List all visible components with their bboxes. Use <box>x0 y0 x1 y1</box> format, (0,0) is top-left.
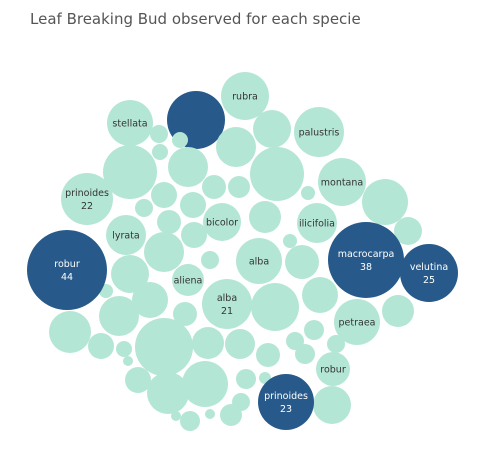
bubble[interactable] <box>171 411 181 421</box>
bubble-rubra[interactable] <box>221 72 269 120</box>
bubble-label: robur <box>320 365 346 376</box>
bubble-velutina[interactable] <box>400 244 458 302</box>
bubble[interactable] <box>301 186 315 200</box>
bubble-petraea[interactable] <box>334 299 380 345</box>
bubble[interactable] <box>111 255 149 293</box>
bubble[interactable] <box>135 318 193 376</box>
bubble[interactable] <box>123 356 133 366</box>
bubble[interactable] <box>181 222 207 248</box>
bubble-value: 22 <box>81 201 93 212</box>
bubble[interactable] <box>157 210 181 234</box>
bubble-value: 23 <box>280 404 292 415</box>
bubble[interactable] <box>88 333 114 359</box>
bubble-robur[interactable] <box>27 230 107 310</box>
bubble[interactable] <box>49 311 91 353</box>
bubble[interactable] <box>302 277 338 313</box>
bubble[interactable] <box>285 245 319 279</box>
bubble-alba[interactable] <box>202 279 252 329</box>
bubble[interactable] <box>192 327 224 359</box>
bubble-label: velutina <box>410 262 448 273</box>
bubble-label: montana <box>321 178 363 189</box>
bubble[interactable] <box>295 344 315 364</box>
bubble[interactable] <box>220 404 242 426</box>
bubble[interactable] <box>250 147 304 201</box>
bubble-value: 44 <box>61 272 73 283</box>
bubble[interactable] <box>132 282 168 318</box>
bubble-label: lyrata <box>112 231 140 242</box>
bubble[interactable] <box>151 182 177 208</box>
bubble[interactable] <box>182 361 228 407</box>
bubble[interactable] <box>172 132 188 148</box>
bubble-robur[interactable] <box>316 352 350 386</box>
bubble-label: palustris <box>299 128 340 139</box>
bubble[interactable] <box>283 234 297 248</box>
bubble[interactable] <box>201 251 219 269</box>
bubble[interactable] <box>286 332 304 350</box>
chart-title: Leaf Breaking Bud observed for each spec… <box>30 10 361 28</box>
bubble-label: macrocarpa <box>338 249 395 260</box>
bubble[interactable] <box>253 110 291 148</box>
bubble-ilicifolia[interactable] <box>297 203 337 243</box>
bubble[interactable] <box>180 192 206 218</box>
bubble-value: 25 <box>423 275 435 286</box>
bubble-aliena[interactable] <box>172 264 204 296</box>
bubble[interactable] <box>103 145 157 199</box>
bubble-label: ilicifolia <box>299 219 335 230</box>
bubble-alba[interactable] <box>236 238 282 284</box>
bubble-montana[interactable] <box>318 158 366 206</box>
bubble[interactable] <box>216 127 256 167</box>
bubble[interactable] <box>304 320 324 340</box>
bubble[interactable] <box>362 179 408 225</box>
bubble-label: bicolor <box>206 218 238 229</box>
bubble[interactable] <box>152 144 168 160</box>
bubble-label: alba <box>249 257 269 268</box>
bubble[interactable] <box>313 386 351 424</box>
bubble[interactable] <box>228 176 250 198</box>
bubble-value: 38 <box>360 262 372 273</box>
bubble[interactable] <box>135 199 153 217</box>
bubble[interactable] <box>99 296 139 336</box>
bubble[interactable] <box>251 283 299 331</box>
bubble-label: petraea <box>339 318 376 329</box>
bubble[interactable] <box>256 343 280 367</box>
bubble-bicolor[interactable] <box>203 203 241 241</box>
bubble-prinoides[interactable] <box>61 173 113 225</box>
bubble[interactable] <box>125 367 151 393</box>
bubble-label: prinoides <box>65 188 109 199</box>
bubble[interactable] <box>116 341 132 357</box>
bubble-label: stellata <box>112 119 147 130</box>
bubble-macrocarpa[interactable] <box>328 222 404 298</box>
bubble[interactable] <box>150 125 168 143</box>
bubble[interactable] <box>144 232 184 272</box>
bubble-label: robur <box>54 259 80 270</box>
bubble[interactable] <box>202 175 226 199</box>
bubble[interactable] <box>168 147 208 187</box>
bubble-lyrata[interactable] <box>106 215 146 255</box>
bubble-prinoides[interactable] <box>258 374 314 430</box>
bubble[interactable] <box>382 295 414 327</box>
bubble[interactable] <box>180 411 200 431</box>
bubble-label: rubra <box>232 92 258 103</box>
bubble[interactable] <box>236 369 256 389</box>
bubble-label: prinoides <box>264 391 308 402</box>
bubble[interactable] <box>205 409 215 419</box>
bubble-palustris[interactable] <box>294 107 344 157</box>
bubble[interactable] <box>394 217 422 245</box>
bubble-value: 21 <box>221 306 233 317</box>
bubble[interactable] <box>225 329 255 359</box>
bubble[interactable] <box>327 335 345 353</box>
bubble-label: aliena <box>174 276 203 287</box>
bubble[interactable] <box>249 201 281 233</box>
bubble-label: alba <box>217 293 237 304</box>
bubble-stellata[interactable] <box>107 100 153 146</box>
bubble[interactable] <box>173 302 197 326</box>
bubble[interactable] <box>147 372 189 414</box>
